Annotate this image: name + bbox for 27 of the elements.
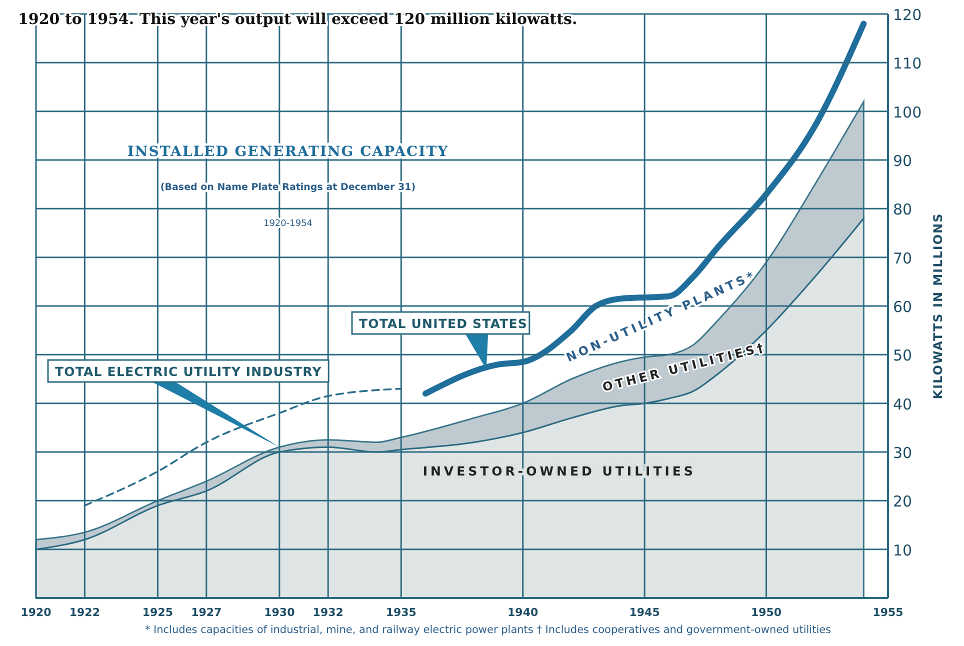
y-tick-label: 80 — [893, 200, 912, 219]
x-tick-label: 1940 — [508, 606, 539, 619]
x-tick-label: 1935 — [386, 606, 416, 619]
y-tick-label: 100 — [893, 103, 922, 122]
y-tick-label: 90 — [893, 152, 912, 170]
y-tick-label: 50 — [893, 346, 912, 365]
annotation: TOTAL ELECTRIC UTILITY INDUSTRY — [55, 364, 322, 379]
y-tick-label: 60 — [893, 298, 912, 316]
x-tick-label: 1930 — [264, 606, 296, 619]
x-tick-label: 1922 — [69, 606, 100, 619]
y-axis-title: KILOWATTS IN MILLIONS — [931, 212, 945, 400]
text: * Includes capacities of industrial, mine, and railway electric power plants † Includes cooperatives and government-owned utilities — [144, 624, 832, 636]
y-tick-label: 40 — [893, 395, 912, 414]
y-tick-label: 20 — [893, 492, 912, 511]
y-tick-label: 70 — [893, 249, 912, 268]
y-tick-label: 120 — [893, 6, 922, 24]
y-tick-label: 30 — [893, 444, 912, 462]
x-tick-label: 1955 — [872, 606, 904, 619]
x-tick-label: 1927 — [191, 606, 222, 619]
y-tick-label: 10 — [893, 541, 912, 560]
x-tick-label: 1920 — [20, 606, 52, 619]
x-tick-label: 1925 — [142, 606, 174, 619]
y-tick-label: 110 — [893, 54, 922, 73]
annotation: TOTAL UNITED STATES — [359, 316, 528, 331]
x-tick-label: 1932 — [312, 606, 344, 619]
x-tick-label: 1945 — [629, 606, 660, 619]
x-tick-label: 1950 — [750, 606, 782, 619]
